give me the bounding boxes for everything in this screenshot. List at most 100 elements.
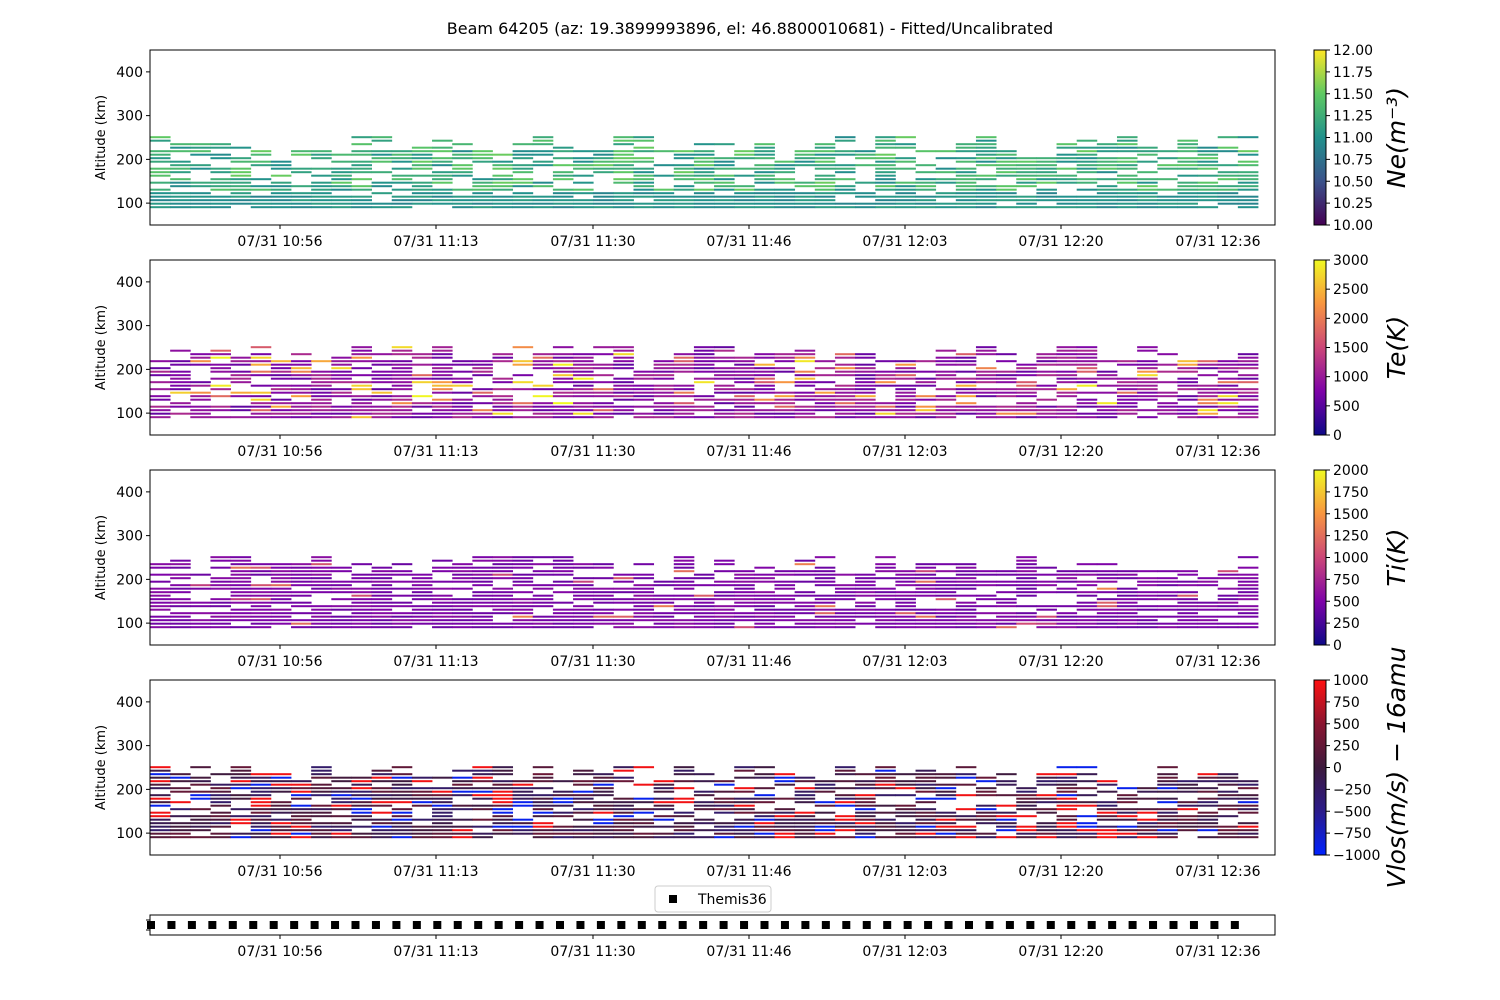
heatmap-cell [552,570,574,573]
heatmap-cell [230,563,252,566]
heatmap-cell [311,370,332,373]
heatmap-cell [210,195,231,198]
heatmap-cell [230,363,252,366]
heatmap-cell [512,185,534,188]
heatmap-cell [351,398,372,401]
heatmap-cell [532,615,554,618]
heatmap-cell [734,580,755,583]
heatmap-cell [693,405,715,408]
heatmap-cell [1076,178,1098,181]
heatmap-cell [774,832,796,835]
heatmap-cell [432,559,453,562]
heatmap-cell [492,566,514,569]
heatmap-cell [452,794,473,797]
heatmap-cell [754,402,775,405]
heatmap-cell [1016,370,1037,373]
heatmap-cell [573,206,594,209]
heatmap-cell [875,416,896,419]
heatmap-cell [834,825,856,828]
heatmap-cell [512,608,534,611]
heatmap-cell [1197,402,1219,405]
heatmap-cell [270,367,292,370]
heatmap-cell [673,356,695,359]
heatmap-cell [250,391,272,394]
heatmap-cell [1076,206,1098,209]
heatmap-cell [1116,398,1138,401]
heatmap-cell [391,587,413,590]
heatmap-cell [492,416,514,419]
heatmap-cell [1116,388,1138,391]
heatmap-cell [1016,587,1037,590]
heatmap-cell [593,206,614,209]
heatmap-cell [492,811,514,814]
heatmap-cell [875,381,896,384]
heatmap-cell [1157,622,1178,625]
heatmap-cell [1197,398,1219,401]
heatmap-cell [150,591,171,594]
heatmap-cell [230,559,252,562]
heatmap-cell [935,587,957,590]
heatmap-cell [1056,360,1078,363]
heatmap-cell [855,206,876,209]
heatmap-cell [673,605,695,608]
heatmap-cell [291,808,312,811]
heatmap-cell [532,780,554,783]
heatmap-cell [1197,363,1219,366]
heatmap-cell [291,374,312,377]
heatmap-cell [291,153,312,156]
heatmap-cell [1056,780,1078,783]
heatmap-cell [371,580,393,583]
heatmap-cell [552,573,574,576]
colorbar-tick-label: −250 [1333,782,1371,798]
heatmap-cell [1217,202,1239,205]
heatmap-cell [573,794,594,797]
heatmap-cell [1116,412,1138,415]
heatmap-cell [472,157,493,160]
heatmap-cell [855,573,876,576]
heatmap-cell [371,150,393,153]
heatmap-cell [532,409,554,412]
heatmap-cell [633,615,655,618]
heatmap-cell [613,797,634,800]
heatmap-cell [311,619,332,622]
heatmap-cell [432,836,453,839]
heatmap-cell [1096,573,1118,576]
heatmap-cell [693,612,715,615]
heatmap-cell [552,584,574,587]
heatmap-cell [270,612,292,615]
heatmap-cell [1197,360,1219,363]
heatmap-cell [210,580,231,583]
heatmap-cell [1137,202,1158,205]
heatmap-cell [633,591,655,594]
heatmap-cell [975,794,997,797]
heatmap-cell [613,801,634,804]
heatmap-cell [975,573,997,576]
heatmap-cell [210,178,231,181]
colorbar [1313,259,1327,436]
heatmap-cell [573,566,594,569]
heatmap-cell [512,192,534,195]
heatmap-cell [452,622,473,625]
heatmap-cell [452,577,473,580]
heatmap-cell [1197,815,1219,818]
heatmap-cell [1076,153,1098,156]
heatmap-cell [210,619,231,622]
heatmap-cell [1096,818,1118,821]
heatmap-cell [452,164,473,167]
heatmap-cell [1036,164,1057,167]
heatmap-cell [1217,570,1239,573]
heatmap-cell [915,370,937,373]
heatmap-cell [311,811,332,814]
heatmap-cell [814,577,836,580]
y-tick-label: 100 [116,196,143,212]
heatmap-cell [371,780,393,783]
heatmap-cell [1177,626,1198,629]
heatmap-cell [714,164,735,167]
heatmap-cell [270,783,292,786]
heatmap-cell [834,206,856,209]
colorbar-tick-label: 1250 [1333,529,1369,545]
themis-marker [1149,921,1158,929]
heatmap-cell [714,346,735,349]
heatmap-cell [915,769,937,772]
heatmap-cell [170,626,191,629]
